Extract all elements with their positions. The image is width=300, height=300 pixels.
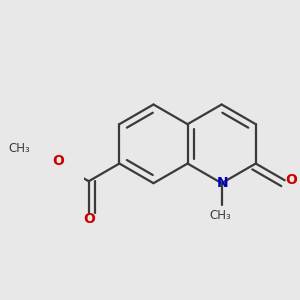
Text: N: N (217, 176, 229, 190)
Text: CH₃: CH₃ (9, 142, 31, 155)
Text: CH₃: CH₃ (209, 209, 231, 222)
Text: O: O (83, 212, 95, 226)
Text: O: O (286, 173, 297, 187)
Text: O: O (52, 154, 64, 168)
